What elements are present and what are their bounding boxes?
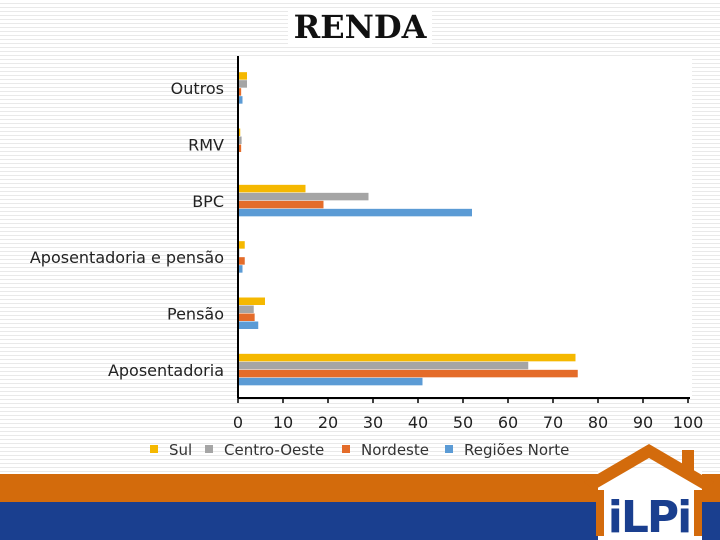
x-tick-label: 100 <box>673 413 704 432</box>
legend-swatch <box>342 445 350 453</box>
bar-sul <box>238 241 245 249</box>
bar-sul <box>238 297 265 305</box>
bar-centro-oeste <box>238 80 247 88</box>
bar-sul <box>238 72 247 80</box>
bar-nordeste <box>238 369 578 378</box>
x-tick-label: 50 <box>453 413 473 432</box>
bar-nordeste <box>238 257 245 265</box>
legend-label: Centro-Oeste <box>224 441 324 459</box>
plot-area <box>238 56 692 398</box>
bar-centro-oeste <box>238 192 369 201</box>
x-tick-label: 40 <box>408 413 428 432</box>
category-label: Outros <box>171 79 224 98</box>
bar-regiões-norte <box>238 321 259 329</box>
legend-swatch <box>205 445 213 453</box>
category-label: Pensão <box>167 305 224 324</box>
x-tick-label: 90 <box>633 413 653 432</box>
bar-sul <box>238 128 241 136</box>
bar-sul <box>238 184 306 193</box>
x-tick-label: 10 <box>273 413 293 432</box>
legend-label: Sul <box>169 441 192 459</box>
bar-nordeste <box>238 144 242 152</box>
x-tick-label: 20 <box>318 413 338 432</box>
bar-sul <box>238 353 576 362</box>
bar-regiões-norte <box>238 265 243 273</box>
bar-chart: Outros RMV BPC Aposentadoria e pensão Pensão… <box>30 56 704 459</box>
ilpi-logo: iLPi <box>584 444 714 540</box>
chart-title: RENDA <box>0 8 720 46</box>
x-tick-label: 70 <box>543 413 563 432</box>
bar-regiões-norte <box>238 377 423 386</box>
category-label: Aposentadoria e pensão <box>30 248 224 267</box>
x-tick-label: 80 <box>588 413 608 432</box>
bar-regiões-norte <box>238 96 243 104</box>
bar-centro-oeste <box>238 136 242 144</box>
x-tick-label: 60 <box>498 413 518 432</box>
x-tick-label: 30 <box>363 413 383 432</box>
legend-swatch <box>445 445 453 453</box>
logo-text: iLPi <box>608 492 690 540</box>
legend-label: Nordeste <box>361 441 429 459</box>
legend-label: Regiões Norte <box>464 441 569 459</box>
category-label: Aposentadoria <box>108 361 224 380</box>
bar-nordeste <box>238 88 242 96</box>
x-tick-label: 0 <box>233 413 243 432</box>
legend-swatch <box>150 445 158 453</box>
bar-nordeste <box>238 200 324 209</box>
category-label: BPC <box>192 192 224 211</box>
bar-centro-oeste <box>238 305 254 313</box>
bar-centro-oeste <box>238 361 529 370</box>
bar-nordeste <box>238 313 255 321</box>
category-label: RMV <box>188 136 224 155</box>
bar-regiões-norte <box>238 208 472 217</box>
